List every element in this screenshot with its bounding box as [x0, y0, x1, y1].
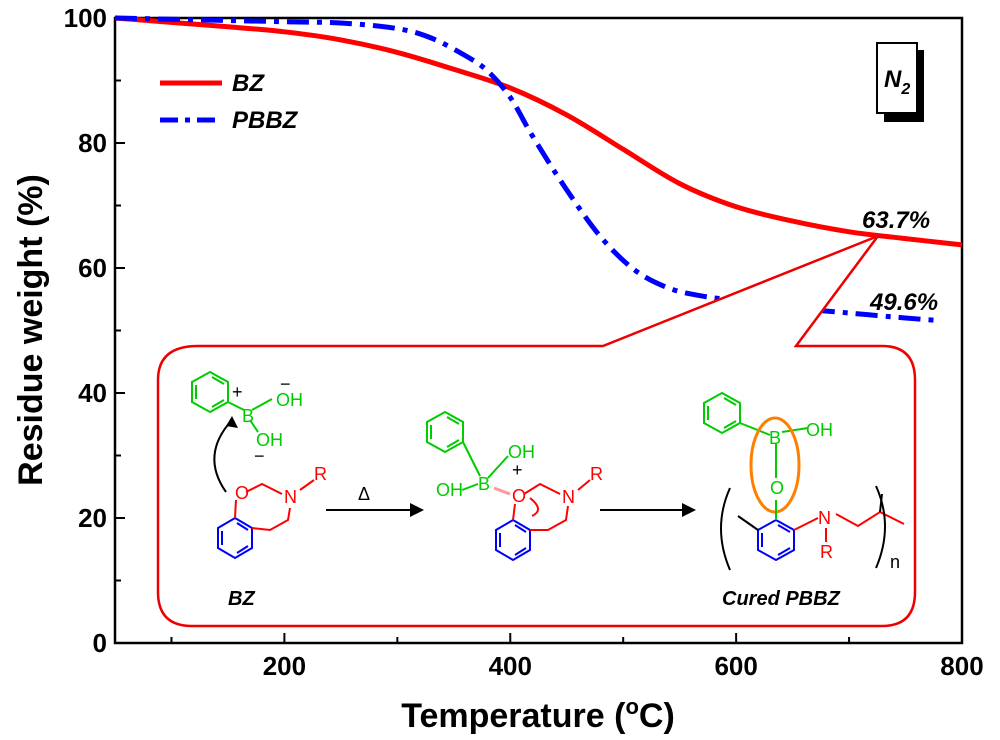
y-tick-label: 100 [64, 3, 107, 33]
x-tick-label: 600 [714, 651, 757, 681]
nitrogen-atom-right: N [818, 508, 831, 528]
benzoxazine-ring-middle [495, 479, 591, 562]
x-axis-label-main: Temperature ( [401, 697, 626, 735]
hydroxyl-charge-minus: − [280, 374, 291, 394]
right-bracket [875, 485, 886, 569]
atmosphere-label: N2 [884, 66, 910, 98]
hydroxyl-bottom-left: OH [256, 430, 283, 450]
hydroxyl-charge-minus-2: − [254, 446, 265, 466]
boron-atom-right: B [769, 428, 781, 448]
x-axis-ticks: 200 400 600 800 [170, 633, 984, 681]
boron-atom-middle: B [478, 474, 490, 494]
y-axis-ticks: 0 20 40 60 80 100 [64, 3, 125, 658]
atmosphere-label-sub: 2 [900, 81, 910, 98]
y-tick-label: 0 [93, 628, 107, 658]
heat-arrow-head [410, 503, 424, 517]
benzoxazine-ring-left [217, 479, 315, 560]
hydroxyl-right: OH [806, 420, 833, 440]
y-tick-label: 80 [78, 128, 107, 158]
heat-symbol: Δ [358, 484, 370, 504]
x-axis-label-unit: C) [639, 697, 675, 735]
phenyl-ring-boronic-middle [426, 410, 509, 491]
left-bracket [720, 487, 731, 571]
boron-oxygen-bond-middle [493, 486, 511, 496]
r-group-middle: R [590, 464, 603, 484]
inset-callout [156, 233, 917, 628]
legend-label-bz: BZ [232, 70, 265, 97]
curved-arrow-head [226, 416, 238, 428]
hydroxyl-left-middle: OH [436, 480, 463, 500]
hydroxyl-top-middle: OH [508, 442, 535, 462]
cured-pbbz-structure-label: Cured PBBZ [722, 588, 841, 610]
nitrogen-atom-left: N [284, 487, 297, 507]
bz-residue-label: 63.7% [862, 207, 930, 234]
bz-structure-label: BZ [228, 588, 255, 610]
series-line-bz [114, 15, 963, 248]
pbbz-residue-label: 49.6% [869, 289, 938, 316]
r-group-right: R [820, 542, 833, 562]
x-axis-label: Temperature (oC) [401, 694, 675, 735]
curved-attack-arrow [213, 419, 233, 493]
phenyl-ring-boronic-left [191, 370, 273, 433]
legend: BZ PBBZ [160, 70, 299, 134]
legend-label-pbbz: PBBZ [232, 107, 299, 134]
x-tick-label: 800 [940, 651, 983, 681]
y-tick-label: 60 [78, 253, 107, 283]
atmosphere-box-face [876, 42, 918, 114]
y-tick-label: 20 [78, 503, 107, 533]
atmosphere-box: N2 [876, 42, 924, 122]
phenyl-ring-boronic-right [703, 391, 809, 478]
x-tick-label: 400 [489, 651, 532, 681]
oxygen-atom-right: O [770, 478, 784, 498]
atmosphere-label-main: N [884, 66, 902, 93]
oxonium-plus: + [512, 460, 523, 480]
x-axis-label-degree: o [625, 694, 638, 719]
nitrogen-atom-middle: N [562, 487, 575, 507]
x-tick-label: 200 [263, 651, 306, 681]
boron-charge-plus: + [232, 382, 243, 402]
cure-arrow-head [682, 503, 696, 517]
repeat-unit-n: n [890, 552, 900, 572]
inset-scheme: B + OH − OH − O N R BZ Δ [191, 370, 905, 610]
oxygen-atom-middle: O [512, 486, 526, 506]
r-group-left: R [314, 464, 327, 484]
y-tick-label: 40 [78, 378, 107, 408]
oxygen-atom-left: O [235, 483, 249, 503]
hydroxyl-top-left: OH [276, 390, 303, 410]
boron-atom-left: B [242, 406, 254, 426]
y-axis-label: Residue weight (%) [12, 174, 50, 486]
